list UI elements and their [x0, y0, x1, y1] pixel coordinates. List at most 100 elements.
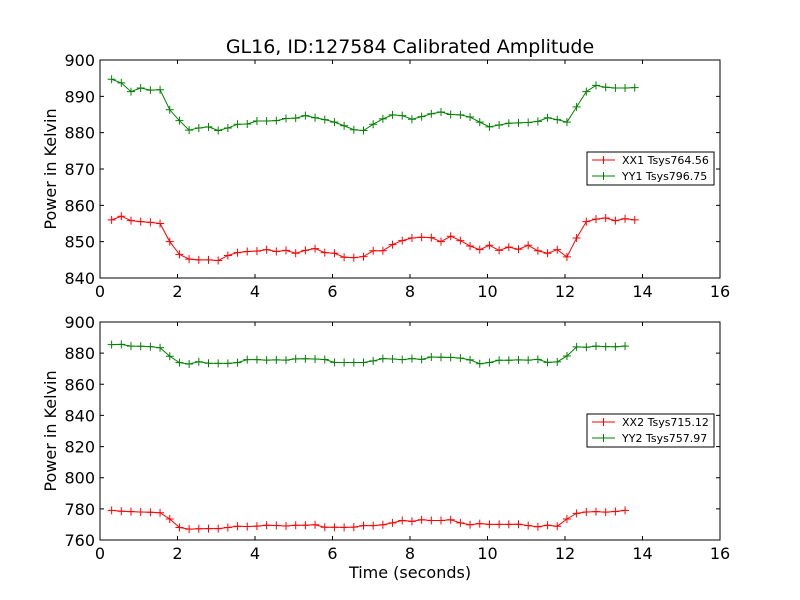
data-point-1-0-37 [466, 520, 475, 529]
data-point-0-0-24 [340, 253, 349, 262]
data-point-1-0-45 [543, 521, 552, 530]
y-tick-label-0-5: 890 [64, 87, 95, 106]
data-point-0-0-40 [495, 246, 504, 255]
data-point-1-1-7 [175, 358, 184, 367]
data-point-0-1-39 [485, 122, 494, 131]
data-point-0-0-14 [243, 247, 252, 256]
data-point-1-0-26 [359, 521, 368, 530]
data-point-0-1-45 [543, 113, 552, 122]
data-point-1-0-30 [398, 516, 407, 525]
data-point-0-0-29 [388, 240, 397, 249]
y-tick-label-0-1: 850 [64, 233, 95, 252]
data-point-0-0-44 [533, 246, 542, 255]
legend-0: XX1 Tsys764.56 YY1 Tsys796.75 [586, 151, 715, 186]
data-point-1-0-9 [194, 524, 203, 533]
data-point-1-1-39 [485, 358, 494, 367]
data-point-1-0-39 [485, 520, 494, 529]
x-tick-label-0-8: 16 [710, 282, 730, 301]
data-point-1-0-10 [204, 524, 213, 533]
legend-box-0 [586, 151, 715, 186]
x-tick-label-0-0: 0 [95, 282, 105, 301]
data-point-1-1-4 [146, 342, 155, 351]
data-point-0-0-48 [572, 234, 581, 243]
chart-title: GL16, ID:127584 Calibrated Amplitude [226, 36, 594, 58]
data-point-1-0-34 [437, 516, 445, 525]
data-point-0-0-51 [601, 214, 610, 223]
data-point-0-1-38 [475, 118, 484, 127]
data-point-1-1-6 [165, 352, 174, 361]
y-tick-label-1-6: 880 [64, 344, 95, 363]
x-tick-label-0-2: 4 [250, 282, 260, 301]
data-point-1-1-16 [262, 356, 271, 365]
data-point-1-1-32 [417, 355, 426, 364]
data-point-0-1-54 [630, 83, 639, 92]
data-point-1-0-31 [407, 517, 416, 526]
data-point-1-1-5 [156, 343, 165, 352]
legend-box-1 [586, 413, 715, 448]
data-point-0-1-47 [562, 118, 571, 127]
data-point-0-0-10 [204, 255, 213, 264]
data-point-0-0-23 [330, 249, 339, 258]
data-point-1-1-19 [291, 354, 300, 363]
data-point-1-1-50 [592, 342, 600, 351]
data-point-1-1-8 [185, 360, 194, 369]
x-tick-label-0-7: 14 [632, 282, 652, 301]
y-axis-label-1: Power in Kelvin [41, 370, 60, 491]
data-point-0-1-28 [378, 114, 387, 123]
data-point-0-0-30 [398, 236, 407, 245]
data-point-1-0-2 [127, 507, 135, 516]
data-point-1-0-17 [272, 521, 281, 530]
data-point-0-1-48 [572, 102, 581, 111]
data-point-0-1-41 [504, 119, 513, 128]
data-point-1-1-27 [369, 356, 378, 365]
data-point-0-0-26 [359, 252, 368, 261]
data-point-1-1-0 [107, 340, 116, 349]
data-point-0-1-16 [262, 117, 271, 126]
data-point-0-1-10 [204, 122, 213, 131]
data-point-0-1-23 [330, 118, 339, 127]
y-axis-label-0: Power in Kelvin [41, 108, 60, 229]
data-point-1-1-2 [127, 342, 135, 351]
data-point-1-1-36 [456, 354, 465, 363]
data-point-1-1-33 [427, 353, 436, 362]
data-point-0-1-1 [117, 78, 126, 87]
data-point-0-0-22 [320, 248, 329, 257]
data-point-0-0-2 [127, 216, 135, 225]
data-point-0-1-18 [282, 114, 290, 123]
data-point-0-0-19 [291, 249, 300, 258]
data-point-0-0-6 [165, 237, 174, 246]
data-point-1-1-30 [398, 355, 407, 364]
data-point-0-1-35 [446, 110, 455, 119]
data-point-1-0-47 [562, 514, 571, 523]
data-point-1-0-53 [621, 506, 630, 515]
data-point-0-0-38 [475, 245, 484, 254]
data-point-0-1-21 [311, 113, 320, 122]
data-point-0-0-27 [369, 246, 378, 255]
data-point-0-0-20 [301, 246, 310, 255]
data-point-0-1-26 [359, 126, 368, 135]
data-point-0-0-43 [524, 241, 533, 250]
data-point-1-1-41 [504, 356, 513, 365]
data-point-1-1-49 [582, 343, 591, 352]
legend-marker-1-1 [599, 434, 608, 442]
data-point-0-0-0 [107, 215, 116, 224]
data-point-0-1-53 [621, 83, 630, 92]
data-point-1-0-20 [301, 521, 310, 530]
legend-marker-1-0 [599, 418, 608, 426]
data-point-0-1-25 [349, 125, 358, 134]
data-point-0-1-9 [194, 123, 203, 132]
data-point-0-1-50 [592, 81, 600, 90]
data-point-1-1-28 [378, 354, 387, 363]
data-point-0-1-0 [107, 75, 116, 84]
data-point-0-1-6 [165, 105, 174, 114]
data-point-1-0-16 [262, 521, 271, 530]
data-point-0-1-3 [136, 83, 145, 92]
data-point-0-1-22 [320, 115, 329, 124]
data-point-1-0-32 [417, 515, 426, 524]
data-point-0-1-49 [582, 87, 591, 96]
data-point-1-0-23 [330, 523, 339, 532]
data-point-0-0-8 [185, 255, 194, 264]
data-point-0-1-8 [185, 126, 194, 135]
x-tick-label-1-6: 12 [555, 544, 575, 563]
